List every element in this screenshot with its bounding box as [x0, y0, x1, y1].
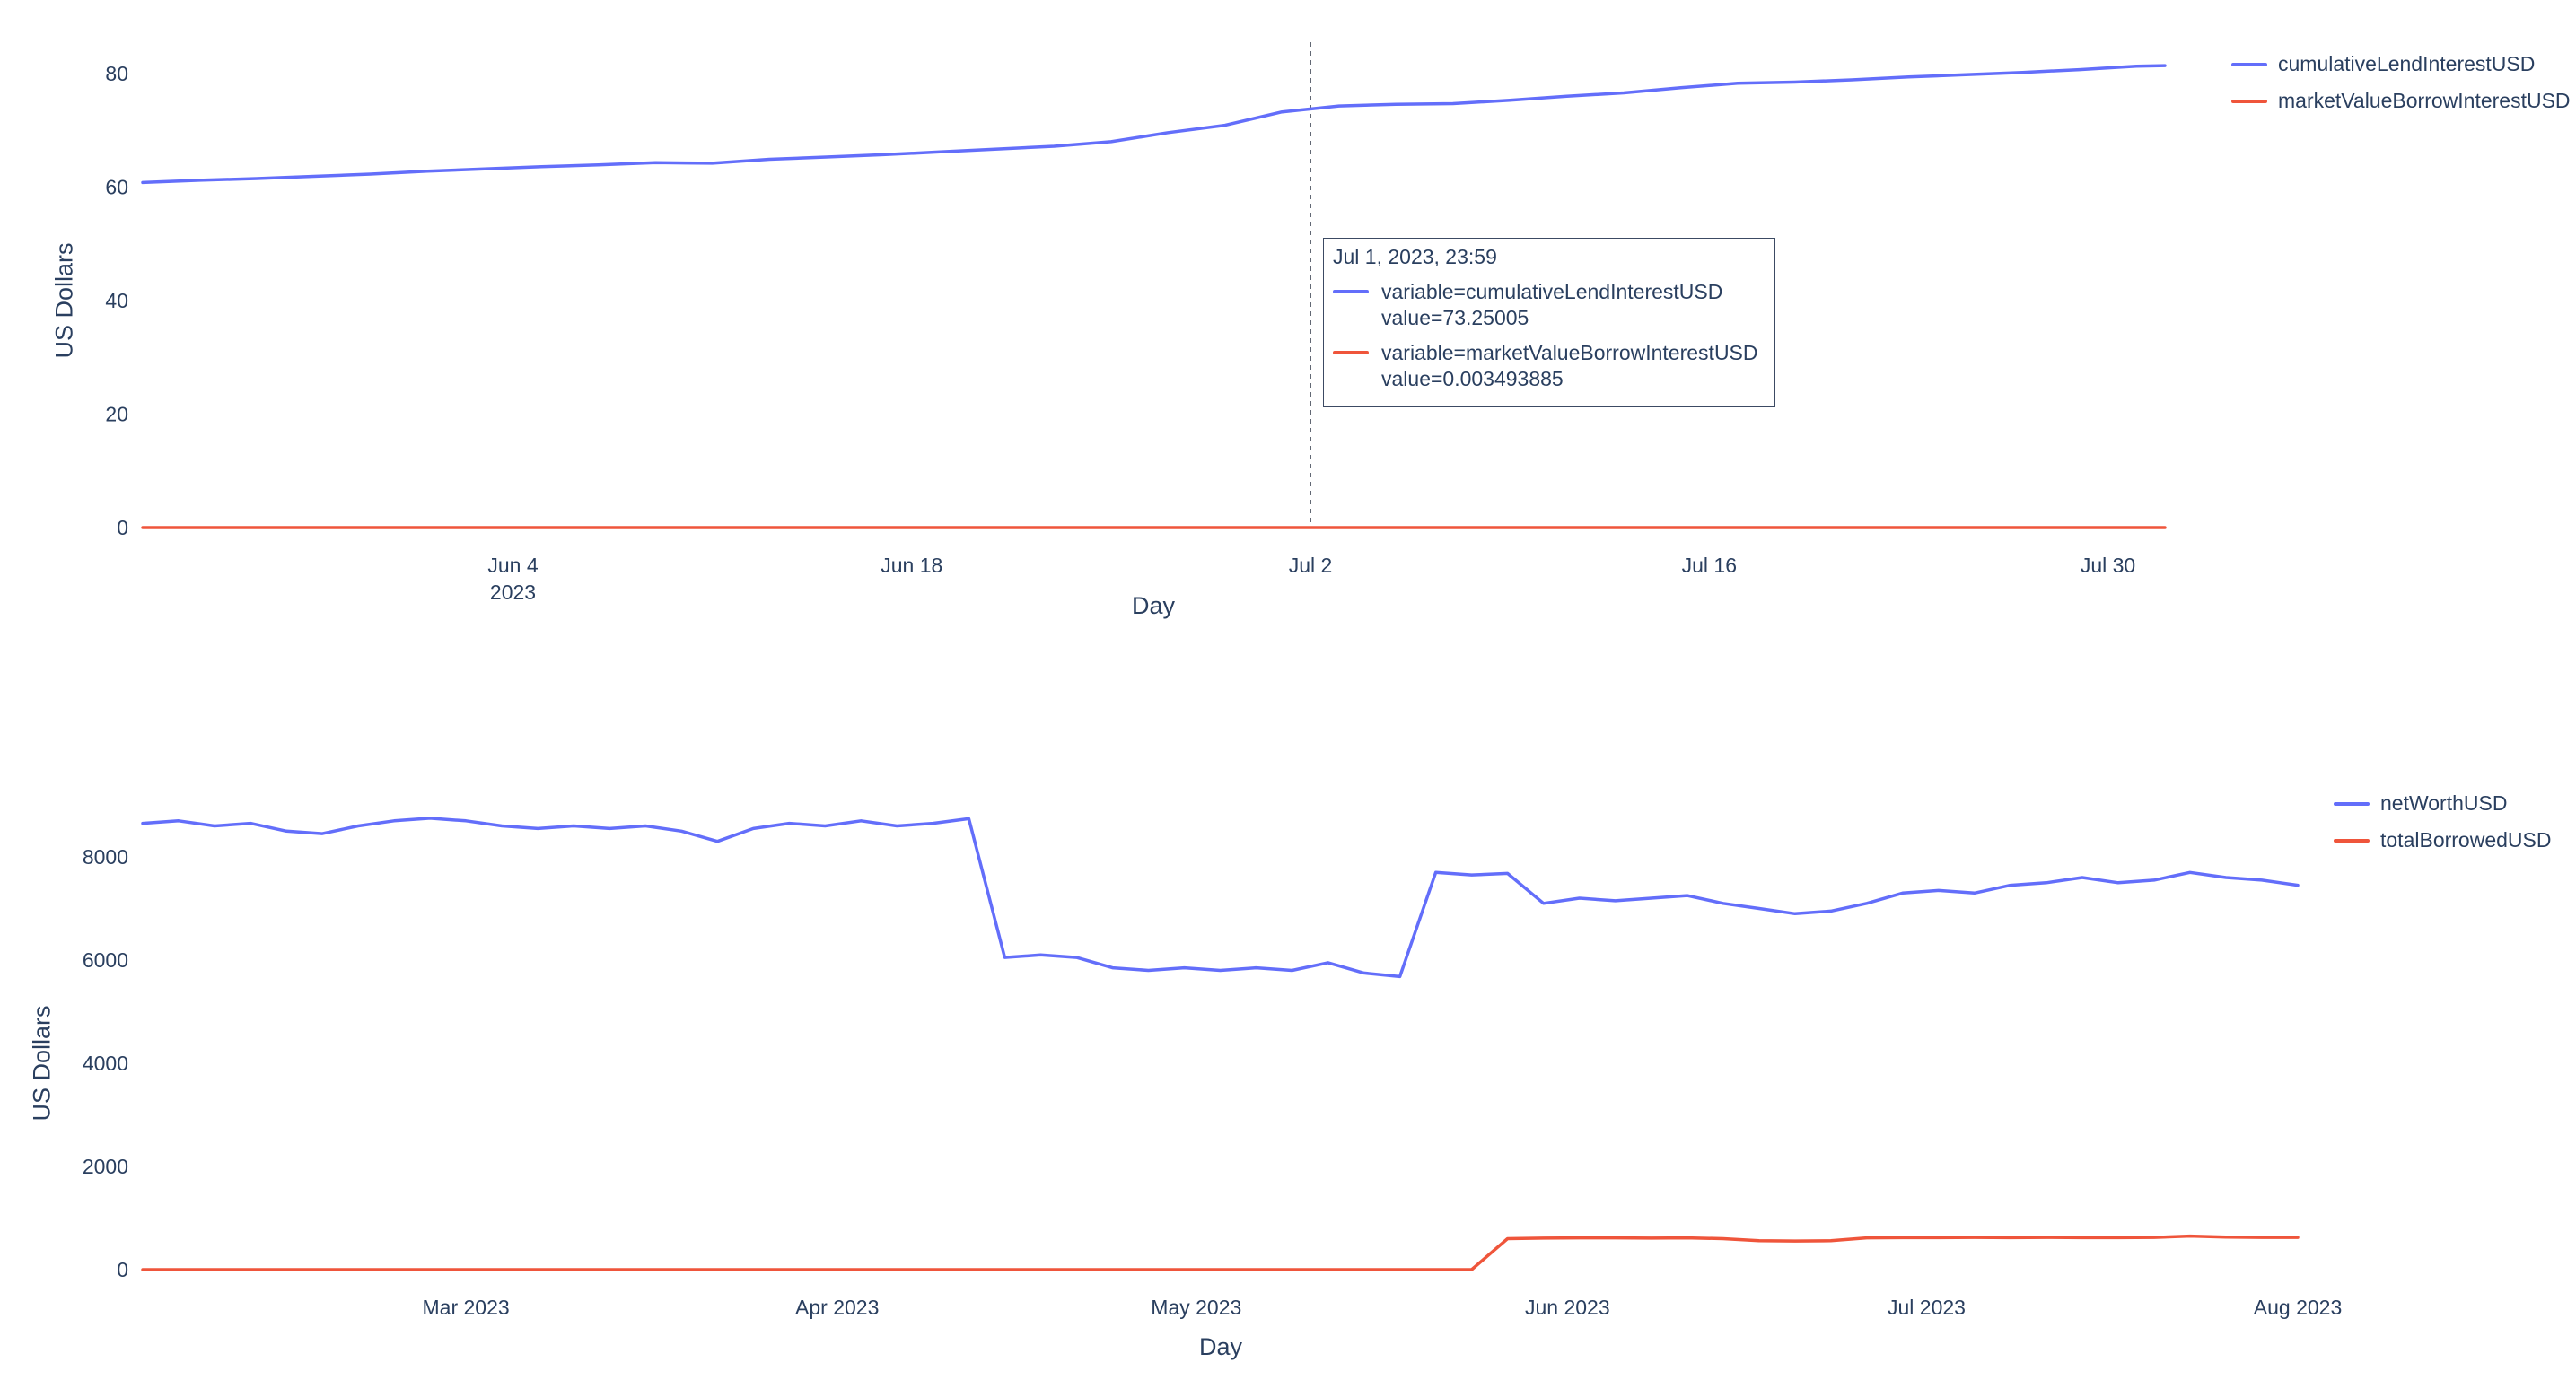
legend-bottom: netWorthUSD totalBorrowedUSD [2334, 791, 2551, 865]
tooltip-entry: variable=cumulativeLendInterestUSD value… [1333, 279, 1758, 331]
tooltip-variable: variable=marketValueBorrowInterestUSD [1381, 341, 1758, 364]
x-axis-title-bottom: Day [1198, 1333, 1243, 1360]
y-tick-label: 6000 [83, 948, 128, 972]
y-tick-label: 2000 [83, 1155, 128, 1178]
x-tick-label: Jun 18 [881, 554, 942, 577]
legend-item-cumulativeLendInterestUSD[interactable]: cumulativeLendInterestUSD [2231, 52, 2571, 76]
legend-label: totalBorrowedUSD [2380, 828, 2552, 852]
series-line-netWorthUSD [141, 817, 2300, 979]
line-swatch-icon [2334, 838, 2370, 843]
series-line-cumulativeLendInterestUSD [141, 64, 2167, 185]
lend-interest-chart: 0 20 40 60 80 Jun 4 2023 Jun 18 Jul 2 Jul 16 Jul 3… [105, 42, 2167, 604]
x-tick-label: Aug 2023 [2254, 1296, 2342, 1319]
legend-item-marketValueBorrowInterestUSD[interactable]: marketValueBorrowInterestUSD [2231, 89, 2571, 113]
tooltip-value: value=0.003493885 [1381, 367, 1564, 390]
legend-item-netWorthUSD[interactable]: netWorthUSD [2334, 791, 2551, 816]
x-tick-label: Jul 30 [2081, 554, 2135, 577]
series-line-totalBorrowedUSD [141, 1234, 2300, 1271]
y-tick-label: 60 [105, 176, 128, 199]
x-tick-label: Jul 2 [1289, 554, 1333, 577]
hover-tooltip: Jul 1, 2023, 23:59 variable=cumulativeLe… [1323, 238, 1775, 407]
legend-item-totalBorrowedUSD[interactable]: totalBorrowedUSD [2334, 828, 2551, 852]
line-swatch-icon [2231, 62, 2267, 66]
line-swatch-icon [2231, 99, 2267, 103]
y-tick-label: 0 [117, 1258, 128, 1281]
y-axis-title-top: US Dollars [50, 242, 78, 359]
y-tick-label: 40 [105, 289, 128, 312]
legend-label: netWorthUSD [2380, 791, 2508, 815]
y-tick-label: 80 [105, 62, 128, 85]
y-axis-title-bottom: US Dollars [28, 1005, 56, 1122]
y-tick-label: 4000 [83, 1052, 128, 1075]
x-tick-label: Apr 2023 [795, 1296, 879, 1319]
x-axis-title-top: Day [1131, 592, 1176, 619]
x-tick-label: Jul 2023 [1888, 1296, 1966, 1319]
y-tick-label: 0 [117, 516, 128, 539]
tooltip-entry-text: variable=cumulativeLendInterestUSD value… [1381, 279, 1722, 331]
x-tick-label: Jul 16 [1682, 554, 1737, 577]
line-swatch-icon [1333, 351, 1369, 354]
x-tick-label: Jun 2023 [1525, 1296, 1610, 1319]
line-swatch-icon [2334, 801, 2370, 806]
legend-label: marketValueBorrowInterestUSD [2278, 89, 2571, 112]
x-tick-label: Mar 2023 [423, 1296, 510, 1319]
y-tick-label: 20 [105, 403, 128, 426]
tooltip-entry: variable=marketValueBorrowInterestUSD va… [1333, 340, 1758, 392]
net-worth-chart: 0 2000 4000 6000 8000 Mar 2023 Apr 2023 May 202… [83, 817, 2342, 1319]
x-tick-label: Jun 4 [487, 554, 538, 577]
tooltip-value: value=73.25005 [1381, 306, 1529, 329]
x-tick-label: May 2023 [1151, 1296, 1241, 1319]
legend-top: cumulativeLendInterestUSD marketValueBor… [2231, 52, 2571, 126]
tooltip-variable: variable=cumulativeLendInterestUSD [1381, 280, 1723, 303]
legend-label: cumulativeLendInterestUSD [2278, 52, 2536, 75]
line-swatch-icon [1333, 290, 1369, 293]
tooltip-entry-text: variable=marketValueBorrowInterestUSD va… [1381, 340, 1758, 392]
x-tick-label: 2023 [490, 581, 536, 604]
y-tick-label: 8000 [83, 845, 128, 869]
tooltip-date: Jul 1, 2023, 23:59 [1333, 245, 1497, 268]
